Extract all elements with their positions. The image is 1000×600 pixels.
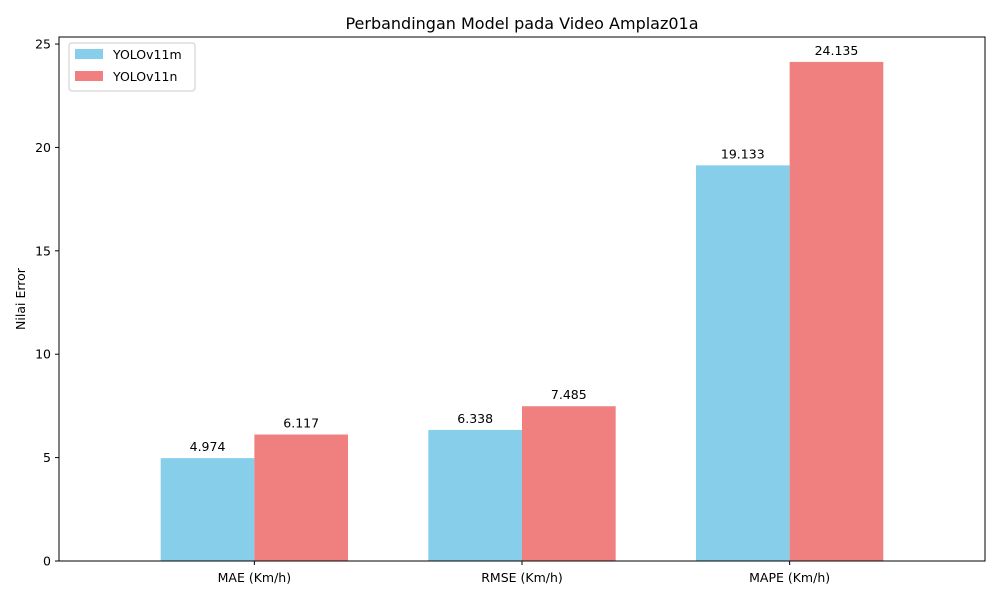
data-label-yolov11n-1: 7.485 xyxy=(551,387,587,402)
x-tick-label: MAE (Km/h) xyxy=(218,570,291,585)
y-axis-ticks: 0 5 10 15 20 25 xyxy=(35,37,59,569)
bars-group xyxy=(160,61,884,562)
y-tick-label: 15 xyxy=(35,243,51,258)
legend-swatch-yolov11n xyxy=(75,71,103,81)
x-tick-label: RMSE (Km/h) xyxy=(481,570,563,585)
bar-yolov11n-1 xyxy=(522,406,616,561)
legend-label-yolov11n: YOLOv11n xyxy=(112,69,177,84)
legend-label-yolov11m: YOLOv11m xyxy=(112,47,182,62)
data-label-yolov11n-2: 24.135 xyxy=(815,43,859,58)
data-label-yolov11m-1: 6.338 xyxy=(457,411,493,426)
legend-swatch-yolov11m xyxy=(75,49,103,59)
y-tick-label: 25 xyxy=(35,37,51,52)
bar-labels-group: 4.974 6.338 19.133 6.117 7.485 24.135 xyxy=(190,43,859,454)
x-tick-label: MAPE (Km/h) xyxy=(749,570,830,585)
bar-yolov11m-1 xyxy=(428,429,522,561)
y-tick-label: 5 xyxy=(43,450,51,465)
legend: YOLOv11m YOLOv11n xyxy=(68,42,196,92)
y-tick-label: 0 xyxy=(43,554,51,569)
data-label-yolov11n-0: 6.117 xyxy=(283,416,319,431)
data-label-yolov11m-0: 4.974 xyxy=(190,439,226,454)
bar-yolov11n-0 xyxy=(254,434,349,561)
bar-yolov11n-2 xyxy=(789,61,884,562)
y-tick-label: 10 xyxy=(35,347,51,362)
data-label-yolov11m-2: 19.133 xyxy=(721,146,765,161)
chart-title: Perbandingan Model pada Video Amplaz01a xyxy=(345,14,698,33)
x-axis-ticks: MAE (Km/h) RMSE (Km/h) MAPE (Km/h) xyxy=(218,561,830,585)
bar-yolov11m-2 xyxy=(695,165,790,561)
bar-yolov11m-0 xyxy=(160,458,255,561)
y-tick-label: 20 xyxy=(35,140,51,155)
y-axis-label: Nilai Error xyxy=(13,267,28,330)
